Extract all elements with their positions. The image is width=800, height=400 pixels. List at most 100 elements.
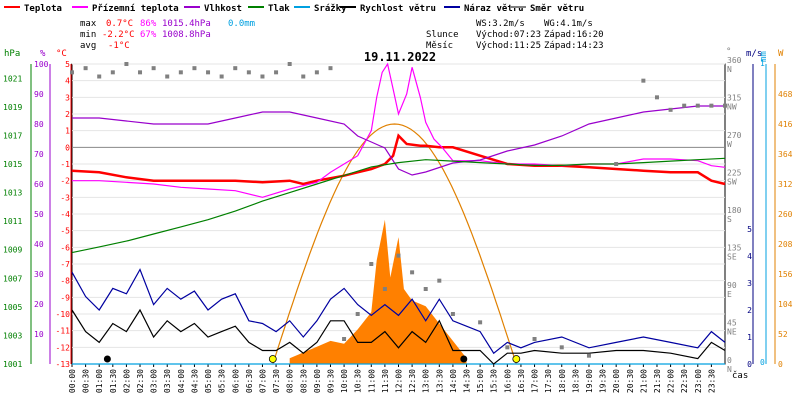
wind-direction-point (355, 312, 360, 316)
pressure-tick-label: 1009 (3, 246, 22, 255)
winddir-tick-name: NE (727, 328, 737, 337)
wind-tick-label: 2 (747, 306, 752, 315)
solar-tick-label: 312 (778, 180, 793, 189)
winddir-tick-label: 90 (727, 281, 737, 290)
wind-direction-point (396, 253, 401, 258)
x-tick-label: 03:00 (150, 369, 159, 393)
x-tick-label: 15:00 (476, 369, 485, 393)
wind-direction-point (151, 66, 156, 71)
x-tick-label: 15:30 (490, 369, 499, 393)
x-tick-label: 22:00 (667, 369, 676, 393)
wind-direction-point (682, 103, 687, 108)
winddir-tick-label: 0 (727, 356, 732, 365)
stats-block: max 0.7°C 86% 1015.4hPa 0.0mm min -2.2°C… (80, 19, 255, 51)
wind-direction-point (138, 70, 143, 75)
x-axis-label: čas (732, 370, 748, 381)
legend-label: Směr větru (530, 3, 584, 14)
wind-gust-info: WG:4.1m/s (544, 19, 593, 29)
stats-max-temp: 0.7°C (106, 19, 133, 29)
sun-label: Slunce (426, 30, 459, 40)
x-tick-label: 20:30 (626, 369, 635, 393)
wind-direction-point (410, 270, 415, 275)
wind-direction-point (641, 78, 646, 83)
moon-label: Měsíc (426, 41, 453, 51)
wind-direction-point (287, 62, 292, 66)
x-tick-label: 16:00 (503, 369, 512, 393)
x-tick-label: 19:00 (585, 369, 594, 393)
pressure-tick-label: 1003 (3, 331, 22, 340)
x-tick-label: 18:30 (571, 369, 580, 393)
wind-direction-point (83, 66, 88, 71)
humidity-tick-label: 30 (34, 270, 44, 279)
pressure-tick-label: 1001 (3, 360, 22, 369)
unit-hpa: hPa (4, 49, 20, 59)
x-tick-label: 02:30 (136, 369, 145, 393)
stats-min-press: 1008.8hPa (162, 30, 211, 40)
winddir-tick-label: 45 (727, 319, 737, 328)
wind-direction-point (110, 70, 115, 75)
winddir-tick-label: 135 (727, 244, 742, 253)
wind-direction-point (382, 287, 387, 291)
humidity-tick-label: 20 (34, 300, 44, 309)
winddir-tick-label: 180 (727, 206, 742, 215)
temperature-tick-label: 2 (65, 110, 70, 119)
x-tick-label: 03:30 (163, 369, 172, 393)
wind-tick-label: 1 (747, 333, 752, 342)
winddir-tick-name: S (727, 215, 732, 224)
wind-direction-point (559, 345, 564, 350)
stats-max-label: max (80, 19, 97, 29)
wind-direction-point (342, 337, 347, 341)
x-tick-label: 06:30 (245, 369, 254, 393)
stats-avg-temp: -1°C (108, 41, 130, 51)
temperature-tick-label: 3 (65, 93, 70, 102)
stats-min-temp: -2.2°C (102, 30, 135, 40)
wind-direction-point (328, 66, 333, 71)
wind-direction-point (478, 320, 483, 325)
solar-tick-label: 104 (778, 300, 793, 309)
wind-direction-point (124, 62, 129, 66)
unit-headers: hPa % °C ° m/s mm W (4, 47, 784, 62)
wind-direction-point (301, 74, 306, 79)
wind-direction-point (192, 66, 197, 71)
wind-direction-point (423, 287, 428, 291)
x-tick-label: 12:30 (408, 369, 417, 393)
winddir-tick-label: 270 (727, 131, 742, 140)
x-tick-label: 06:00 (231, 369, 240, 393)
temperature-tick-label: -11 (56, 327, 71, 336)
wind-direction-point (437, 278, 442, 283)
wind-direction-point (709, 103, 714, 108)
winddir-tick-name: N (727, 65, 732, 74)
stats-max-hum: 86% (140, 19, 157, 29)
x-tick-label: 04:00 (177, 369, 186, 393)
unit-ms: m/s (746, 49, 762, 59)
winddir-tick-name: E (727, 290, 732, 299)
winddir-tick-label: 360 (727, 56, 742, 65)
winddir-tick-label: 315 (727, 94, 742, 103)
x-tick-label: 11:00 (367, 369, 376, 393)
rain-tick-label: 1 (760, 59, 765, 68)
x-tick-label: 13:00 (422, 369, 431, 393)
x-tick-label: 08:00 (286, 369, 295, 393)
x-tick-label: 23:30 (707, 369, 716, 393)
series-line (71, 133, 726, 186)
temperature-tick-label: -8 (60, 277, 70, 286)
pressure-tick-label: 1013 (3, 189, 22, 198)
unit-pct: % (40, 49, 46, 59)
legend-label: Rychlost větru (360, 3, 436, 14)
stats-avg-label: avg (80, 41, 96, 51)
solar-tick-label: 260 (778, 210, 793, 219)
x-tick-label: 04:30 (190, 369, 199, 393)
humidity-tick-label: 90 (34, 90, 44, 99)
wind-direction-point (586, 353, 591, 358)
wind-tick-label: 4 (747, 252, 752, 261)
moonset-info: Západ:14:23 (544, 41, 604, 51)
wind-direction-point (314, 70, 319, 75)
wind-direction-point (246, 70, 251, 75)
wind-direction-point (219, 74, 224, 79)
stats-min-hum: 67% (140, 30, 157, 40)
winddir-tick-label: 225 (727, 169, 742, 178)
x-tick-label: 07:00 (258, 369, 267, 393)
temperature-tick-label: 0 (65, 143, 70, 152)
wind-tick-label: 5 (747, 225, 752, 234)
x-tick-label: 18:00 (558, 369, 567, 393)
